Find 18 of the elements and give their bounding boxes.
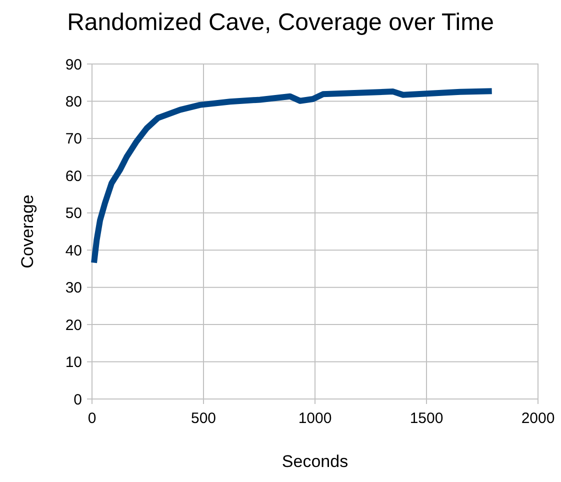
y-tick-label: 70: [65, 130, 82, 148]
y-tick-label: 90: [65, 56, 82, 74]
chart-title: Randomized Cave, Coverage over Time: [67, 9, 494, 36]
y-tick-label: 10: [65, 354, 82, 372]
y-tick-label: 80: [65, 93, 82, 110]
x-tick-label: 1000: [298, 410, 332, 427]
x-tick-label: 2000: [521, 410, 555, 427]
x-tick-label: 1500: [410, 410, 444, 427]
y-tick-label: 30: [65, 280, 82, 297]
y-tick-label: 20: [65, 316, 82, 334]
x-tick-label: 0: [88, 410, 96, 427]
y-tick-label: 40: [65, 242, 82, 260]
x-tick-label: 500: [190, 410, 216, 427]
y-axis-title: Coverage: [18, 194, 37, 268]
y-tick-label: 50: [65, 205, 82, 222]
y-tick-label: 0: [74, 391, 82, 408]
x-axis-title: Seconds: [282, 452, 348, 471]
y-tick-label: 60: [65, 168, 82, 185]
